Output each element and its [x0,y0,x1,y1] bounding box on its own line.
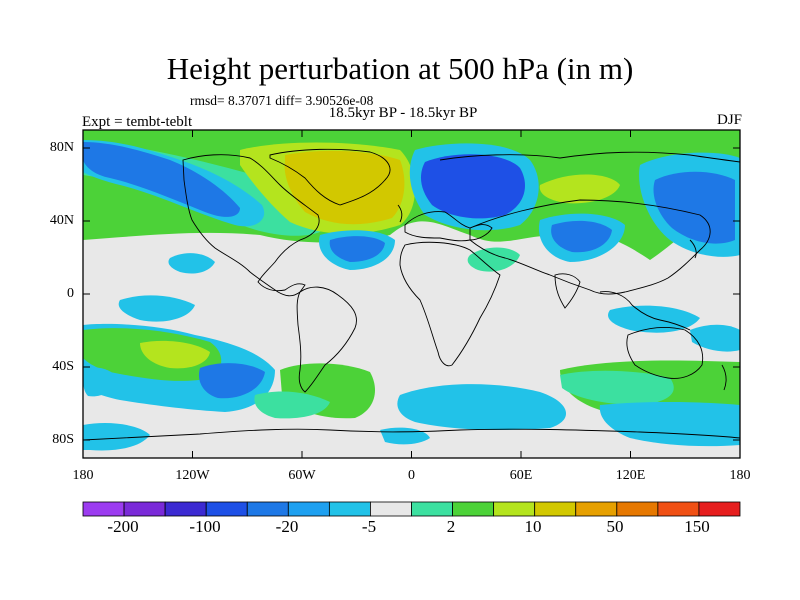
rmsd-stats: rmsd= 8.37071 diff= 3.90526e-08 [190,93,374,108]
colorbar-box [287,501,330,517]
region-eastpacific-blue [168,253,215,274]
colorbar-box [616,501,659,517]
lon-label-180w: 180 [72,468,94,483]
coast-new-zealand [721,364,727,391]
colorbar-box [657,501,700,517]
lon-label-120w: 120W [175,468,210,483]
region-tropics-blue-2 [608,305,700,333]
colorbar-box [370,501,412,517]
region-eurasia-dark [420,154,525,219]
region-south-cyan-right [560,370,674,405]
colorbar-box [452,501,495,517]
colorbar-box [82,501,125,517]
coast-europe [404,211,493,242]
lat-label-80s: 80S [52,432,74,447]
coast-australia [626,327,704,379]
colorbar-label: -200 [107,517,139,536]
coast-asia [469,199,711,295]
coast-greenland [269,148,391,206]
season-label: DJF [716,112,742,128]
lon-label-60w: 60W [288,468,316,483]
coast-india [554,273,581,309]
region-antarctic-blue [83,423,150,451]
coast-antarctica [83,428,740,441]
lon-label-180e: 180 [729,468,751,483]
colorbar-box [205,501,248,517]
colorbar-box [246,501,289,517]
colorbar-box [123,501,166,517]
lon-ticks [82,130,741,458]
coast-south-america [296,286,357,393]
lat-label-40s: 40S [52,359,74,374]
lon-label-60e: 60E [509,468,533,483]
colorbar-label: 150 [684,517,710,536]
coast-japan [689,239,697,259]
colorbar [82,501,741,517]
experiment-label: Expt = tembt-teblt [82,114,193,130]
contour-field [83,130,740,458]
region-south-cyan-mid [254,391,330,419]
region-north-blue-left-core [83,142,240,217]
region-south-blue-west [83,367,118,397]
colorbar-label: -100 [189,517,221,536]
colorbar-label: 2 [446,517,456,536]
colorbar-box [575,501,618,517]
coast-uk [397,204,403,223]
coastlines [83,148,740,441]
coast-se-asia [599,291,691,331]
period-label: 18.5kyr BP - 18.5kyr BP [328,105,478,121]
colorbar-label: 50 [606,517,624,536]
colorbar-box [698,501,741,517]
colorbar-label: -5 [361,517,377,536]
region-pacific-blue-core [653,171,735,244]
region-greenland-olive [284,150,405,225]
colorbar-box [164,501,207,517]
region-asia-yellow [539,174,620,204]
plot-title: Height perturbation at 500 hPa (in m) [166,51,634,86]
region-tropics-blue-1 [118,295,195,322]
coast-north-america [182,154,320,297]
region-south-blue-right-2 [690,324,740,352]
colorbar-label: 10 [524,517,542,536]
colorbar-box [493,501,536,517]
region-south-blue-left [198,363,265,399]
colorbar-box [328,501,371,517]
lat-label-40n: 40N [49,213,74,228]
colorbar-box [534,501,577,517]
coast-africa [399,241,501,367]
colorbar-box [411,501,453,517]
region-south-blue-mid [397,384,567,430]
region-asia-blue-core [551,220,612,253]
colorbar-label: -20 [275,517,299,536]
region-south-yellow-left [140,340,210,369]
lat-label-eq: 0 [67,286,74,301]
lat-label-80n: 80N [49,140,74,155]
lat-ticks [83,147,740,441]
lon-label-0: 0 [408,468,415,483]
coast-arctic [439,151,740,163]
region-atlantic-blue-core [329,236,385,262]
lon-label-120e: 120E [615,468,646,483]
region-arabia-cyan [467,247,520,272]
